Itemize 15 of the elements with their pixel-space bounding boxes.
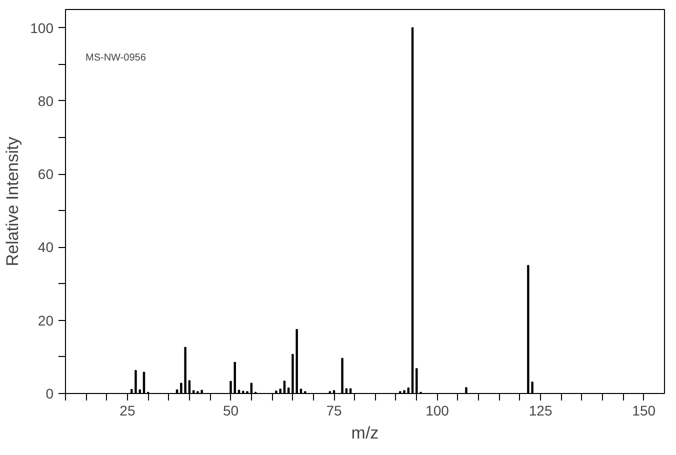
x-tick-label: 125: [528, 402, 552, 418]
x-axis-title: m/z: [351, 424, 379, 442]
y-tick-label: 0: [46, 386, 54, 402]
y-axis-title: Relative Intensity: [3, 136, 22, 266]
y-tick-label: 60: [38, 166, 54, 182]
y-tick-label: 80: [38, 92, 54, 109]
x-tick-label: 150: [632, 402, 656, 418]
y-tick-label: 100: [30, 20, 54, 36]
y-tick-label: 40: [38, 239, 54, 256]
y-tick-label: 20: [38, 312, 54, 328]
x-tick-label: 75: [326, 402, 342, 418]
x-tick-label: 25: [120, 402, 136, 418]
x-tick-label: 50: [222, 402, 239, 418]
x-tick-label: 100: [426, 402, 450, 418]
annotation: MS-NW-0956: [86, 52, 146, 64]
